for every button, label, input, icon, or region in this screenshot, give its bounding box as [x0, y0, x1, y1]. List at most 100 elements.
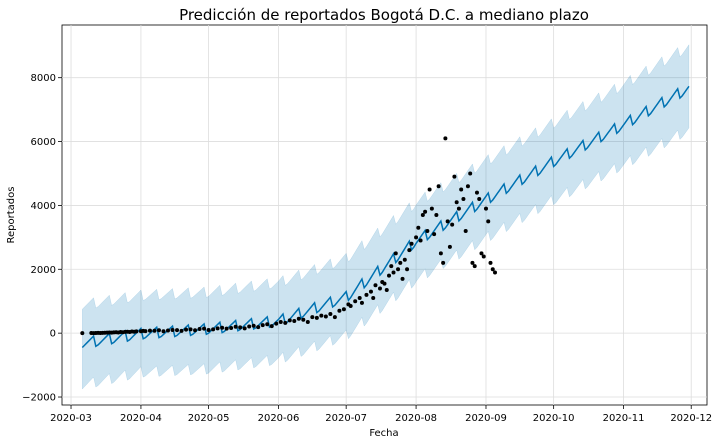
- observed-points-layer: [80, 136, 498, 336]
- forecast-line-layer: [81, 85, 690, 349]
- observed-point: [377, 286, 382, 291]
- observed-point: [393, 251, 398, 256]
- observed-point: [490, 267, 495, 272]
- observed-point: [179, 328, 184, 333]
- observed-point: [371, 296, 376, 301]
- observed-point: [486, 219, 491, 224]
- observed-point: [224, 326, 229, 331]
- x-tick-label: 2020-10: [533, 413, 575, 424]
- observed-point: [450, 222, 455, 227]
- observed-point: [418, 238, 423, 243]
- observed-point: [481, 254, 486, 259]
- observed-point: [384, 288, 389, 293]
- observed-point: [292, 319, 297, 324]
- observed-point: [409, 241, 414, 246]
- observed-point: [348, 304, 353, 309]
- observed-point: [373, 283, 378, 288]
- observed-point: [170, 327, 175, 332]
- x-axis-ticks: 2020-03 2020-04 2020-05 2020-06 2020-07 2020-…: [50, 405, 712, 424]
- uncertainty-band: [82, 44, 690, 390]
- observed-point: [474, 190, 479, 195]
- observed-point: [247, 324, 252, 329]
- observed-point: [402, 257, 407, 262]
- observed-point: [407, 248, 412, 253]
- observed-point: [438, 251, 443, 256]
- observed-point: [353, 299, 358, 304]
- observed-point: [314, 315, 319, 320]
- observed-point: [436, 184, 441, 189]
- y-axis-label: Reportados: [6, 187, 17, 244]
- observed-point: [454, 200, 459, 205]
- observed-point: [341, 307, 346, 312]
- grid-lines: [62, 25, 707, 405]
- observed-point: [215, 326, 220, 331]
- observed-point: [301, 317, 306, 322]
- observed-point: [391, 270, 396, 275]
- observed-point: [488, 260, 493, 265]
- observed-point: [332, 315, 337, 320]
- y-axis-ticks: −2000 0 2000 4000 6000 8000: [22, 73, 62, 404]
- observed-point: [434, 213, 439, 217]
- observed-point: [400, 276, 405, 281]
- observed-point: [156, 328, 161, 333]
- observed-point: [260, 323, 265, 328]
- observed-point: [337, 308, 342, 313]
- x-tick-label: 2020-11: [603, 413, 645, 424]
- observed-point: [387, 273, 392, 278]
- observed-point: [319, 313, 324, 318]
- y-tick-label: 2000: [31, 265, 56, 276]
- observed-point: [296, 316, 301, 321]
- forecast-line: [81, 85, 690, 349]
- observed-point: [229, 326, 234, 331]
- observed-point: [461, 197, 466, 202]
- observed-point: [242, 326, 247, 331]
- observed-point: [416, 225, 421, 230]
- observed-point: [423, 209, 428, 214]
- observed-point: [470, 260, 475, 265]
- observed-point: [368, 289, 373, 294]
- x-tick-label: 2020-08: [395, 413, 437, 424]
- observed-point: [364, 292, 369, 297]
- observed-point: [328, 311, 333, 316]
- observed-point: [432, 232, 437, 237]
- observed-point: [483, 206, 488, 211]
- y-tick-label: 8000: [31, 73, 56, 84]
- observed-point: [238, 325, 243, 330]
- observed-point: [211, 327, 216, 332]
- observed-point: [251, 323, 256, 328]
- observed-point: [452, 174, 457, 179]
- chart-title: Predicción de reportados Bogotá D.C. a m…: [179, 6, 589, 24]
- observed-point: [357, 296, 362, 301]
- observed-point: [80, 331, 85, 336]
- observed-point: [382, 281, 387, 286]
- x-tick-label: 2020-03: [50, 413, 92, 424]
- x-tick-label: 2020-04: [120, 413, 162, 424]
- observed-point: [202, 326, 207, 331]
- uncertainty-band-layer: [82, 44, 690, 390]
- observed-point: [463, 228, 468, 233]
- observed-point: [166, 328, 170, 333]
- observed-point: [441, 260, 446, 265]
- observed-point: [134, 329, 139, 334]
- observed-point: [161, 329, 166, 334]
- observed-point: [359, 300, 364, 305]
- x-tick-label: 2020-12: [670, 413, 712, 424]
- observed-point: [265, 322, 270, 327]
- observed-point: [465, 184, 470, 189]
- observed-point: [143, 329, 148, 334]
- observed-point: [283, 320, 288, 325]
- observed-point: [479, 251, 484, 256]
- observed-point: [414, 235, 419, 240]
- observed-point: [425, 228, 430, 233]
- x-axis-label: Fecha: [369, 428, 398, 439]
- observed-point: [188, 327, 193, 332]
- observed-point: [269, 324, 274, 329]
- observed-point: [447, 244, 452, 249]
- observed-point: [445, 219, 450, 224]
- observed-point: [427, 187, 432, 192]
- observed-point: [147, 328, 152, 333]
- observed-point: [220, 325, 225, 330]
- observed-point: [493, 270, 498, 275]
- observed-point: [389, 264, 394, 269]
- y-tick-label: 4000: [31, 201, 56, 212]
